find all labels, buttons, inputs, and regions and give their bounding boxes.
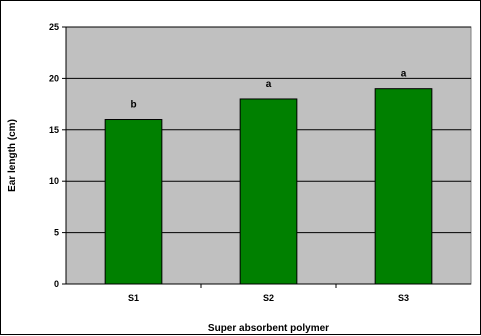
- y-tick-label: 15: [49, 125, 59, 135]
- axes: 0 5 10 15 20 25: [49, 22, 471, 289]
- labels: S1 b S2 a S3 a: [128, 69, 409, 303]
- x-tick-label: S2: [263, 293, 274, 303]
- y-tick-label: 10: [49, 176, 59, 186]
- x-axis-title: Super absorbent polymer: [208, 323, 329, 334]
- x-tick-label: S3: [398, 293, 409, 303]
- y-tick-label: 0: [54, 279, 59, 289]
- significance-letter: a: [266, 79, 272, 90]
- x-tick-label: S1: [128, 293, 139, 303]
- significance-letter: b: [130, 100, 136, 111]
- y-axis-title: Ear length (cm): [7, 119, 18, 192]
- bar-S3: [374, 88, 433, 285]
- bar-S2: [239, 98, 298, 285]
- y-tick-label: 25: [49, 22, 59, 32]
- y-tick-label: 5: [54, 228, 59, 238]
- y-tick-label: 20: [49, 73, 59, 83]
- bar-S1: [104, 119, 163, 285]
- significance-letter: a: [401, 69, 407, 80]
- bars: [104, 88, 433, 285]
